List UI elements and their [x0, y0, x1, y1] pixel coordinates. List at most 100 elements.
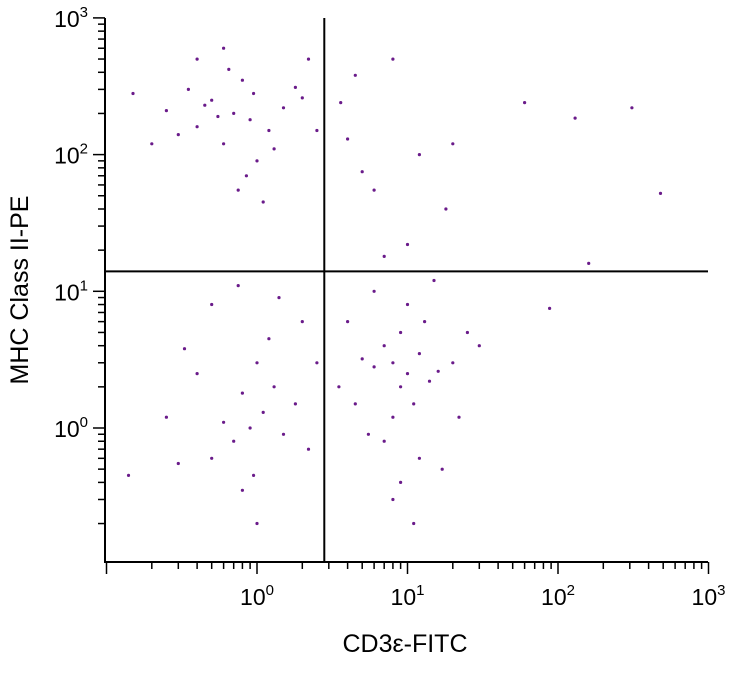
data-point: [281, 106, 286, 110]
data-point: [399, 480, 403, 484]
x-tick-label: 102: [541, 582, 575, 610]
data-point: [339, 101, 343, 105]
data-point: [227, 67, 231, 71]
data-point: [216, 114, 220, 119]
data-point: [195, 372, 199, 376]
data-point: [382, 344, 386, 348]
data-point: [548, 306, 552, 310]
data-point: [240, 488, 244, 492]
data-point: [382, 439, 386, 443]
data-point: [240, 78, 244, 82]
data-point: [232, 111, 236, 115]
data-point: [281, 432, 286, 436]
data-point: [210, 98, 214, 102]
data-point: [236, 284, 240, 288]
data-point: [222, 142, 226, 146]
data-point: [252, 91, 256, 96]
data-point: [432, 278, 436, 283]
data-point: [372, 365, 376, 369]
data-point: [360, 170, 364, 174]
data-point: [391, 415, 395, 419]
data-point: [405, 302, 410, 307]
data-point: [300, 96, 304, 100]
data-point: [306, 57, 311, 61]
data-point: [451, 142, 455, 146]
data-point: [658, 191, 663, 195]
plot-axes: [104, 18, 708, 563]
data-point: [222, 420, 226, 424]
data-point: [587, 261, 591, 265]
data-point: [523, 101, 527, 105]
data-point: [267, 337, 271, 341]
axis-ticks: [93, 17, 710, 574]
data-point: [372, 289, 376, 293]
data-point: [412, 402, 416, 406]
data-point: [186, 87, 190, 91]
x-tick-label: 100: [240, 582, 274, 610]
data-point: [255, 361, 259, 365]
y-tick-label: 100: [54, 414, 88, 442]
data-point: [293, 402, 297, 406]
data-point: [405, 372, 410, 376]
axis-tick-labels: 100 101 102 103 100 101 102 103: [54, 4, 725, 610]
data-point: [261, 200, 265, 204]
data-point: [150, 142, 154, 146]
data-point: [436, 369, 440, 373]
data-point: [182, 347, 187, 351]
data-point: [440, 467, 444, 471]
data-point: [417, 153, 421, 157]
data-point: [315, 128, 319, 133]
data-point: [451, 361, 455, 365]
data-point: [195, 57, 199, 61]
data-point: [630, 106, 634, 110]
data-point: [255, 521, 259, 526]
data-point: [195, 125, 199, 129]
data-point: [417, 456, 421, 460]
data-point: [261, 410, 265, 414]
data-point: [244, 174, 248, 178]
data-point: [277, 296, 281, 300]
data-point: [164, 109, 168, 113]
data-point: [272, 385, 276, 389]
data-point: [236, 188, 240, 192]
x-axis-title: CD3ε-FITC: [342, 630, 467, 658]
data-point: [346, 320, 350, 324]
data-point: [248, 426, 252, 430]
data-point: [353, 73, 357, 77]
data-point: [210, 302, 214, 307]
data-point: [315, 361, 319, 365]
data-point: [222, 46, 226, 50]
y-axis-title: MHC Class II-PE: [6, 196, 34, 385]
data-point: [366, 432, 370, 436]
data-point: [176, 133, 180, 137]
data-point: [457, 415, 461, 419]
data-point: [417, 352, 421, 356]
data-point: [306, 447, 311, 451]
data-point: [405, 242, 410, 247]
scatter-points: [126, 46, 663, 526]
data-point: [255, 159, 259, 163]
data-point: [444, 207, 448, 211]
data-point: [399, 330, 403, 335]
data-point: [346, 137, 350, 141]
data-point: [353, 402, 357, 406]
data-point: [465, 330, 469, 335]
data-point: [131, 91, 135, 96]
data-point: [382, 254, 386, 258]
data-point: [360, 357, 364, 361]
y-tick-label: 103: [54, 4, 88, 32]
x-tick-label: 101: [391, 582, 425, 610]
data-point: [423, 320, 427, 324]
data-point: [337, 385, 341, 389]
data-point: [176, 461, 180, 466]
data-point: [248, 118, 252, 122]
quadrant-gates: [105, 18, 708, 562]
data-point: [232, 439, 236, 443]
data-point: [391, 361, 395, 365]
data-point: [240, 391, 244, 395]
data-point: [399, 385, 403, 389]
data-point: [252, 473, 256, 477]
y-tick-label: 101: [54, 277, 88, 305]
y-tick-label: 102: [54, 141, 88, 169]
